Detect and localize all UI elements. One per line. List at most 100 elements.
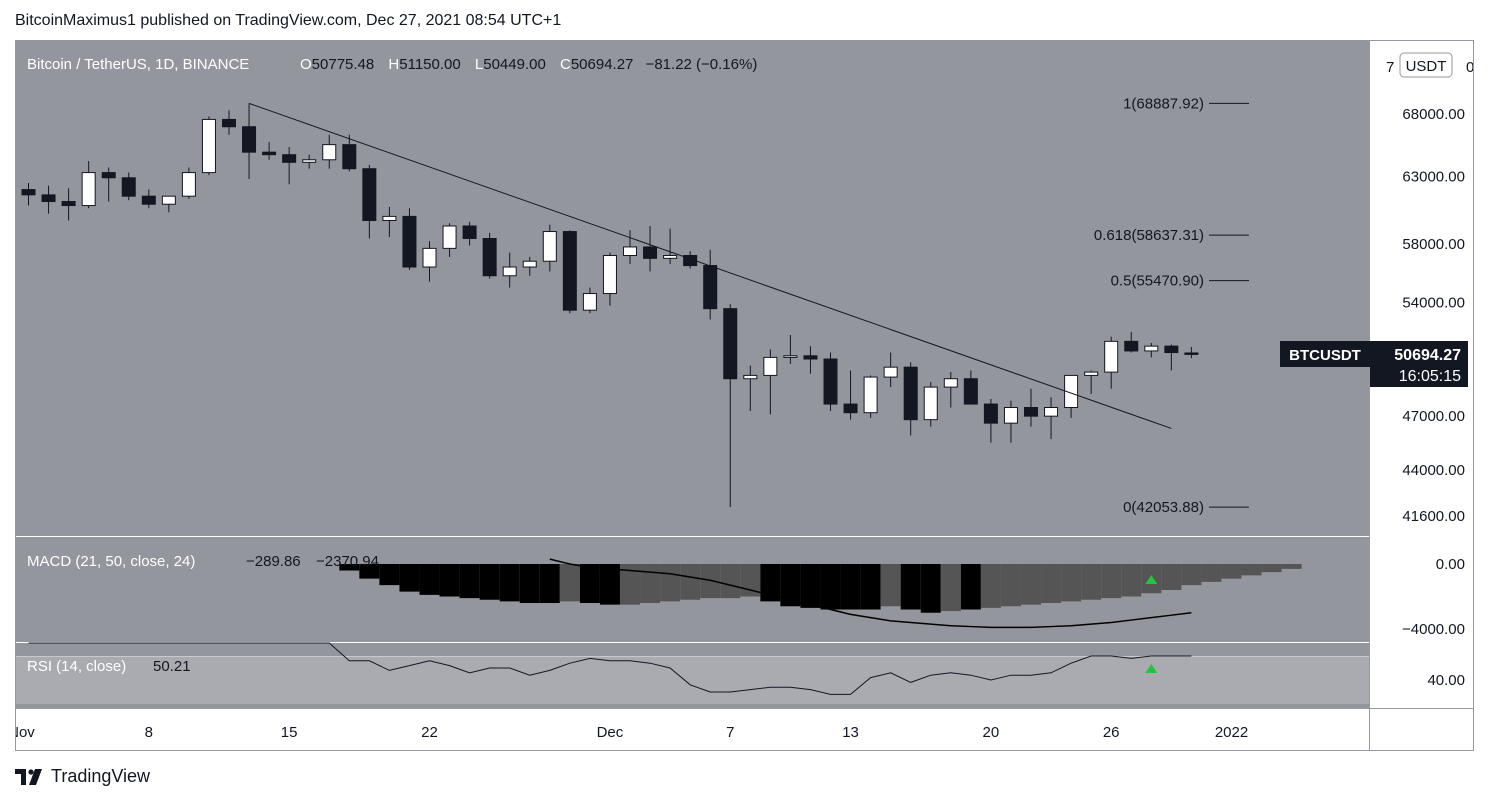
ticker-badge[interactable] <box>1280 341 1370 367</box>
candle-body[interactable] <box>402 215 417 268</box>
macd-histogram-bar[interactable] <box>940 564 961 612</box>
macd-histogram-bar[interactable] <box>499 564 520 602</box>
candle-body[interactable] <box>542 231 557 262</box>
macd-histogram-bar[interactable] <box>1041 564 1062 603</box>
candle-body[interactable] <box>522 260 537 268</box>
price-pane-bg[interactable] <box>16 41 1369 536</box>
candle-body[interactable] <box>643 246 658 259</box>
macd-histogram-bar[interactable] <box>599 564 620 605</box>
candle-body[interactable] <box>462 225 477 240</box>
btcusdt-chart[interactable]: 1(68887.92) 0.618(58637.31) 0.5(55470.90) 0… <box>8 41 1474 750</box>
macd-histogram-bar[interactable] <box>960 564 981 610</box>
candle-body[interactable] <box>1124 340 1139 352</box>
macd-histogram-bar[interactable] <box>519 564 540 603</box>
candle-body[interactable] <box>322 144 337 161</box>
macd-histogram-bar[interactable] <box>720 564 741 599</box>
candle-body[interactable] <box>723 308 738 380</box>
candle-body[interactable] <box>222 118 236 128</box>
macd-histogram-bar[interactable] <box>359 564 380 579</box>
macd-histogram-bar[interactable] <box>439 564 460 597</box>
candle-body[interactable] <box>482 238 497 277</box>
macd-histogram-bar[interactable] <box>479 564 500 600</box>
candle-body[interactable] <box>743 374 758 380</box>
candle-body[interactable] <box>903 366 918 421</box>
candle-body[interactable] <box>703 265 718 310</box>
macd-signal-line[interactable] <box>549 558 1192 629</box>
candle-body[interactable] <box>422 247 437 268</box>
trendline[interactable] <box>248 102 1172 429</box>
macd-histogram-bar[interactable] <box>660 564 681 602</box>
macd-histogram-bar[interactable] <box>1021 564 1041 605</box>
macd-histogram-bar[interactable] <box>459 564 480 599</box>
candle-body[interactable] <box>943 378 958 388</box>
candle-body[interactable] <box>1164 345 1179 354</box>
macd-histogram-bar[interactable] <box>760 564 781 602</box>
macd-histogram-bar[interactable] <box>1061 564 1082 602</box>
macd-histogram-bar[interactable] <box>880 564 901 607</box>
candle-body[interactable] <box>121 177 136 197</box>
candle-body[interactable] <box>1064 374 1079 409</box>
macd-histogram-bar[interactable] <box>1201 564 1222 582</box>
macd-histogram-bar[interactable] <box>1241 564 1262 576</box>
macd-histogram-bar[interactable] <box>920 564 941 613</box>
tradingview-footer[interactable]: TradingView <box>15 766 150 787</box>
macd-histogram-bar[interactable] <box>820 564 841 610</box>
macd-histogram-bar[interactable] <box>399 564 420 592</box>
macd-histogram-bar[interactable] <box>1000 564 1021 607</box>
macd-histogram-bar[interactable] <box>379 564 400 586</box>
macd-histogram-bar[interactable] <box>680 564 701 600</box>
candle-body[interactable] <box>141 195 156 205</box>
candle-body[interactable] <box>763 356 778 376</box>
candle-body[interactable] <box>1024 407 1038 417</box>
last-price-badge[interactable] <box>1370 341 1468 387</box>
macd-histogram-bar[interactable] <box>1261 564 1282 573</box>
macd-histogram-bar[interactable] <box>980 564 1001 608</box>
macd-histogram-bar[interactable] <box>900 564 921 610</box>
macd-histogram-bar[interactable] <box>800 564 821 608</box>
candle-body[interactable] <box>823 358 838 405</box>
candle-body[interactable] <box>803 355 818 360</box>
candle-body[interactable] <box>863 376 878 414</box>
macd-histogram-bar[interactable] <box>1101 564 1122 599</box>
candle-body[interactable] <box>302 159 317 163</box>
candle-body[interactable] <box>983 403 998 424</box>
candle-body[interactable] <box>783 355 798 358</box>
candle-body[interactable] <box>883 366 898 378</box>
macd-histogram-bar[interactable] <box>539 564 560 603</box>
macd-histogram-bar[interactable] <box>640 564 661 603</box>
candle-body[interactable] <box>41 194 56 203</box>
candle-body[interactable] <box>81 172 96 207</box>
candle-body[interactable] <box>562 231 577 311</box>
candle-body[interactable] <box>61 201 76 207</box>
macd-histogram-bar[interactable] <box>419 564 440 595</box>
candle-body[interactable] <box>923 386 938 421</box>
macd-histogram-bar[interactable] <box>1221 564 1242 579</box>
candle-body[interactable] <box>963 378 978 405</box>
candle-body[interactable] <box>1104 340 1119 373</box>
candle-body[interactable] <box>663 254 678 259</box>
candle-body[interactable] <box>1044 407 1059 417</box>
macd-histogram-bar[interactable] <box>700 564 721 599</box>
candle-body[interactable] <box>502 266 517 277</box>
candle-body[interactable] <box>242 126 257 153</box>
candle-body[interactable] <box>101 172 116 179</box>
macd-histogram-bar[interactable] <box>860 564 881 610</box>
candle-body[interactable] <box>1003 407 1018 424</box>
candle-body[interactable] <box>382 215 397 221</box>
candle-body[interactable] <box>1144 345 1159 352</box>
candle-body[interactable] <box>342 144 357 170</box>
macd-histogram-bar[interactable] <box>840 564 861 610</box>
candle-body[interactable] <box>623 246 637 256</box>
rsi-line[interactable] <box>28 642 1192 695</box>
candle-body[interactable] <box>282 154 297 163</box>
candle-body[interactable] <box>201 118 216 174</box>
candle-body[interactable] <box>843 403 858 414</box>
candle-body[interactable] <box>21 189 36 196</box>
currency-badge[interactable] <box>1399 52 1453 78</box>
candle-body[interactable] <box>181 172 196 197</box>
candle-body[interactable] <box>1184 352 1199 355</box>
macd-histogram-bar[interactable] <box>1181 564 1202 586</box>
macd-histogram-bar[interactable] <box>780 564 801 607</box>
candle-body[interactable] <box>262 151 277 156</box>
macd-histogram-bar[interactable] <box>1161 564 1182 590</box>
